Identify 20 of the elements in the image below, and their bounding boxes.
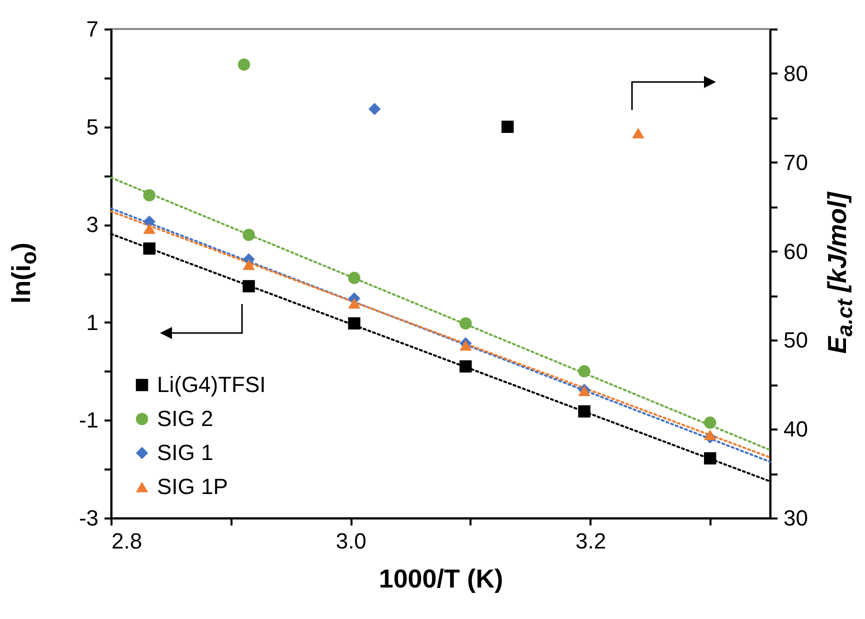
y2-tick-label: 30 — [784, 506, 808, 530]
y-tick-label: 7 — [86, 16, 98, 42]
y2-tick-label: 80 — [784, 60, 808, 86]
x-tick-label: 3.0 — [336, 528, 366, 554]
y-tick-label: 5 — [86, 114, 98, 140]
y-tick-label: -1 — [78, 408, 98, 433]
x-tick-label: 2.8 — [112, 528, 142, 554]
y-tick-label: 1 — [86, 310, 98, 335]
legend-label: SIG 1 — [157, 440, 214, 465]
x-tick-label: 3.2 — [575, 528, 606, 554]
y2-tick-label: 40 — [784, 416, 808, 442]
y2-tick-label: 50 — [784, 328, 808, 353]
y-tick-label: -3 — [78, 506, 98, 530]
y2-tick-label: 70 — [784, 150, 808, 175]
y-tick-label: 3 — [86, 212, 98, 238]
legend-label: Li(G4)TFSI — [157, 372, 266, 397]
x-axis-title: 1000/T (K) — [378, 564, 504, 594]
legend-label: SIG 2 — [157, 406, 214, 431]
y2-tick-label: 60 — [784, 238, 808, 264]
legend-label: SIG 1P — [157, 474, 228, 499]
